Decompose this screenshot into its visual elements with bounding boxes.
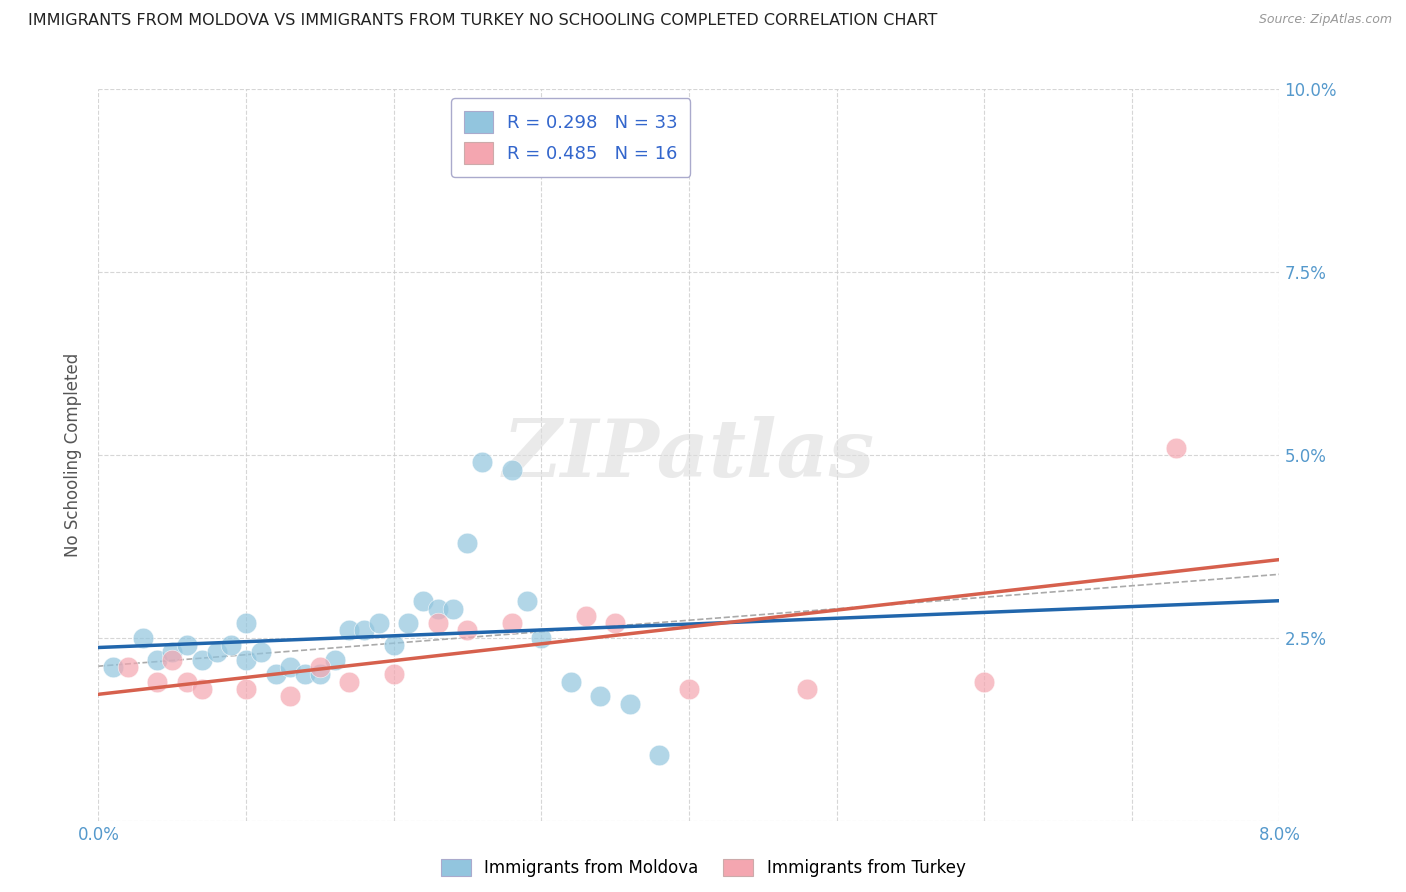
Text: Source: ZipAtlas.com: Source: ZipAtlas.com (1258, 13, 1392, 27)
Point (367, 616, 389, 631)
Text: IMMIGRANTS FROM MOLDOVA VS IMMIGRANTS FROM TURKEY NO SCHOOLING COMPLETED CORRELA: IMMIGRANTS FROM MOLDOVA VS IMMIGRANTS FR… (28, 13, 938, 29)
Point (501, 462, 523, 476)
Point (973, 674, 995, 689)
Point (162, 653, 183, 667)
Point (219, 638, 242, 652)
Point (337, 674, 360, 689)
Point (132, 631, 155, 645)
Point (264, 667, 287, 681)
Point (278, 690, 302, 704)
Point (176, 674, 198, 689)
Point (146, 674, 169, 689)
Point (323, 653, 346, 667)
Point (441, 601, 464, 615)
Point (574, 608, 596, 623)
Point (501, 616, 523, 631)
Legend: R = 0.298   N = 33, R = 0.485   N = 16: R = 0.298 N = 33, R = 0.485 N = 16 (451, 98, 690, 177)
Point (530, 631, 553, 645)
Point (353, 624, 375, 638)
Text: ZIPatlas: ZIPatlas (503, 417, 875, 493)
Point (412, 594, 434, 608)
Point (176, 638, 198, 652)
Point (294, 667, 316, 681)
Legend: Immigrants from Moldova, Immigrants from Turkey: Immigrants from Moldova, Immigrants from… (434, 852, 972, 884)
Point (589, 690, 612, 704)
Point (678, 681, 700, 696)
Point (117, 660, 139, 674)
Point (426, 601, 449, 615)
Point (250, 645, 273, 659)
Point (191, 653, 214, 667)
Point (1164, 441, 1187, 455)
Point (103, 660, 125, 674)
Point (796, 681, 818, 696)
Point (648, 747, 671, 762)
Point (471, 455, 494, 469)
Point (235, 681, 257, 696)
Point (456, 624, 478, 638)
Y-axis label: No Schooling Completed: No Schooling Completed (65, 353, 83, 557)
Point (308, 667, 332, 681)
Point (146, 653, 169, 667)
Point (235, 653, 257, 667)
Point (396, 616, 419, 631)
Point (205, 645, 228, 659)
Point (308, 660, 332, 674)
Point (382, 638, 405, 652)
Point (619, 697, 641, 711)
Point (605, 616, 627, 631)
Point (191, 681, 214, 696)
Point (278, 660, 302, 674)
Point (456, 535, 478, 549)
Point (235, 616, 257, 631)
Point (515, 594, 537, 608)
Point (426, 616, 449, 631)
Point (162, 645, 183, 659)
Point (560, 674, 582, 689)
Point (382, 667, 405, 681)
Point (337, 624, 360, 638)
